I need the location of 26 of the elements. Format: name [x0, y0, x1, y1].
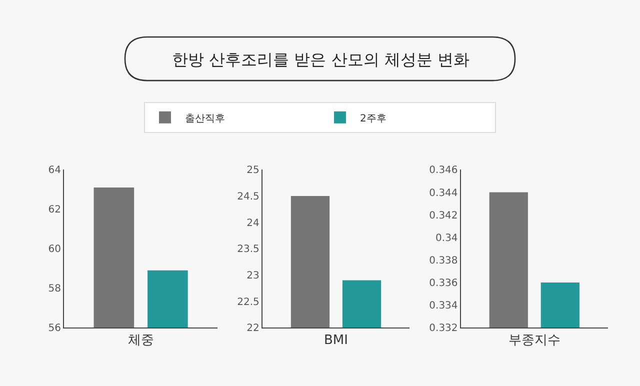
x-tick-label: 부종지수	[508, 333, 560, 348]
x-tick-label: 체중	[128, 333, 154, 348]
y-tick-label: 0.344	[429, 188, 458, 199]
y-tick-label: 0.338	[429, 255, 458, 266]
y-tick-label: 0.336	[429, 278, 458, 290]
y-tick-label: 62	[48, 204, 61, 216]
text: 한방 산후조리를 받은 산모의 체성분 변화	[172, 50, 470, 69]
y-tick-label: 24	[246, 218, 260, 229]
y-tick-label: 60	[48, 244, 61, 256]
y-tick-label: 0.34	[436, 232, 458, 244]
y-tick-label: 0.332	[429, 323, 458, 334]
y-tick-label: 0.334	[429, 300, 458, 312]
y-tick-label: 0.342	[429, 210, 458, 222]
y-tick-label: 23	[246, 270, 260, 282]
y-tick-label: 0.346	[429, 165, 458, 176]
x-tick-label: BMI	[324, 333, 348, 348]
legend-label: 출산직후	[185, 113, 225, 124]
y-tick-label: 64	[48, 165, 61, 176]
y-tick-label: 58	[48, 284, 61, 295]
y-tick-label: 25	[246, 165, 260, 176]
y-tick-label: 23.5	[237, 244, 260, 256]
y-tick-label: 22	[246, 323, 260, 334]
y-tick-label: 24.5	[237, 192, 260, 203]
y-tick-label: 56	[48, 323, 61, 334]
y-tick-label: 22.5	[237, 296, 260, 308]
legend-label: 2주후	[360, 113, 386, 124]
